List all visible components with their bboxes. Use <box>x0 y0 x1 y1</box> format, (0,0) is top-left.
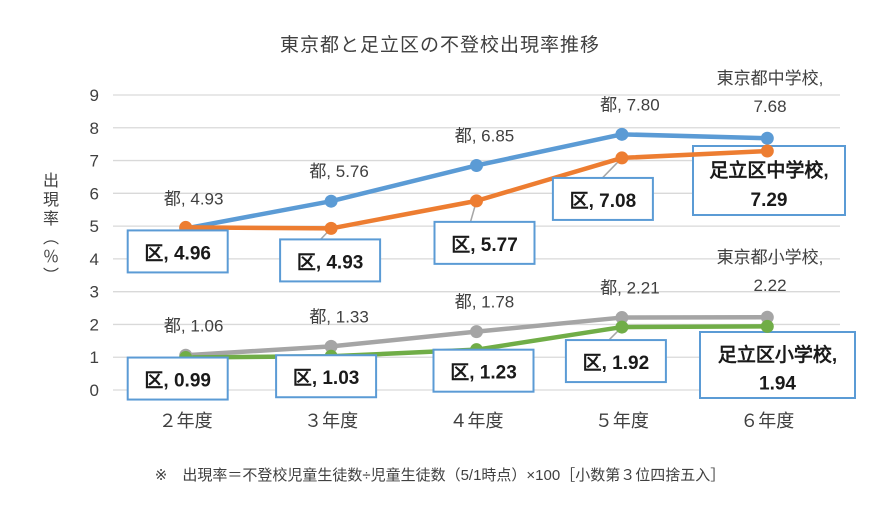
end-label: 7.68 <box>753 97 786 116</box>
y-tick-label: 7 <box>90 152 99 171</box>
series-tokyo-jhs-marker <box>470 158 483 172</box>
series-tokyo-jhs-marker <box>760 131 774 145</box>
end-label: 1.94 <box>759 373 796 394</box>
point-label-box <box>279 238 382 283</box>
series-adachi-es-marker <box>760 319 774 333</box>
point-label: 区, 1.23 <box>450 363 517 384</box>
point-label-box <box>564 339 667 384</box>
y-tick-label: 9 <box>90 86 99 105</box>
y-axis-title: 出現率（％） <box>40 172 57 286</box>
y-tick-label: 6 <box>90 184 99 203</box>
point-label: 区, 1.92 <box>583 353 650 374</box>
point-label: 区, 4.96 <box>144 243 211 264</box>
series-tokyo-es-marker <box>760 310 774 324</box>
y-tick-label: 4 <box>90 250 99 269</box>
point-label-box <box>551 176 654 221</box>
point-label: 区, 1.03 <box>293 368 360 389</box>
series-tokyo-jhs-marker <box>615 127 629 141</box>
y-tick-label: 8 <box>90 119 99 138</box>
point-label-box <box>432 348 535 393</box>
point-label: 都, 1.78 <box>455 293 515 312</box>
series-tokyo-es-marker <box>470 325 483 339</box>
end-label: 7.29 <box>751 190 788 211</box>
y-tick-label: 3 <box>90 283 99 302</box>
series-tokyo-jhs-marker <box>324 194 338 208</box>
y-tick-label: 0 <box>90 381 99 400</box>
point-label: 都, 5.76 <box>309 162 369 181</box>
point-label-box <box>126 229 229 274</box>
x-tick-label: ３年度 <box>304 411 358 431</box>
point-label-box <box>275 354 378 399</box>
end-label: 東京都中学校, <box>717 69 824 88</box>
footnote: ※ 出現率＝不登校児童生徒数÷児童生徒数（5/1時点）×100［小数第３位四捨五… <box>154 467 726 484</box>
point-label: 区, 5.77 <box>451 235 518 256</box>
point-label-box <box>126 356 229 401</box>
end-label: 東京都小学校, <box>717 248 824 267</box>
point-label: 都, 6.85 <box>455 126 515 145</box>
point-label: 都, 2.21 <box>600 279 660 298</box>
x-tick-label: ５年度 <box>595 411 649 431</box>
series-tokyo-es-marker <box>615 311 629 325</box>
end-label: 足立区小学校, <box>718 343 837 366</box>
point-label-box <box>433 220 536 265</box>
y-tick-label: 2 <box>90 315 99 334</box>
series-adachi-es-marker <box>615 320 629 334</box>
point-label: 都, 7.80 <box>600 95 660 114</box>
point-label: 都, 1.06 <box>164 316 224 335</box>
x-tick-label: ２年度 <box>159 411 213 431</box>
point-label: 区, 4.93 <box>297 252 364 273</box>
series-adachi-jhs-marker <box>615 151 629 165</box>
point-label: 区, 0.99 <box>144 371 211 392</box>
point-label: 都, 1.33 <box>309 307 369 326</box>
x-tick-label: ４年度 <box>450 411 504 431</box>
end-label-box <box>699 331 856 399</box>
end-label: 2.22 <box>753 276 786 295</box>
end-label: 足立区中学校, <box>709 158 828 181</box>
point-label: 区, 7.08 <box>570 191 637 212</box>
y-tick-label: 5 <box>90 217 99 236</box>
series-adachi-jhs-marker <box>470 194 483 208</box>
series-adachi-jhs-marker <box>324 221 338 235</box>
series-tokyo-es-marker <box>324 339 338 353</box>
series-tokyo-jhs-line <box>183 132 770 231</box>
x-tick-label: ６年度 <box>740 411 794 431</box>
series-adachi-jhs-marker <box>760 144 774 158</box>
y-tick-label: 1 <box>90 348 99 367</box>
chart-title: 東京都と足立区の不登校出現率推移 <box>279 35 600 56</box>
point-label: 都, 4.93 <box>164 189 224 208</box>
